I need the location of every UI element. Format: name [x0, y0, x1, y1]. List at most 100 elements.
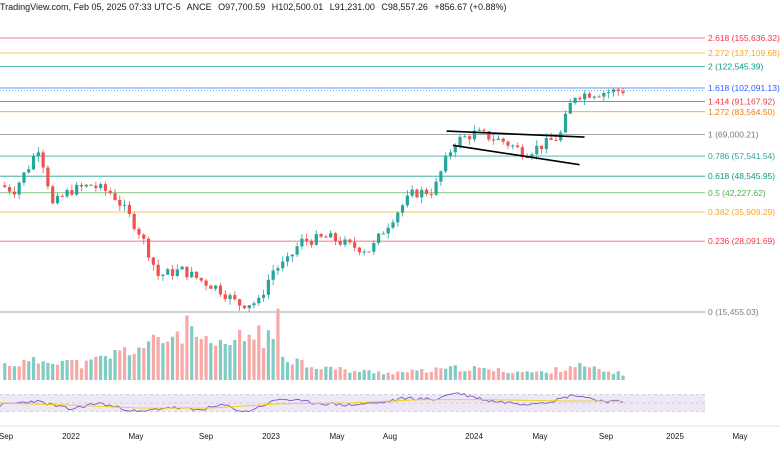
candle-body: [238, 299, 242, 306]
candle-body: [329, 233, 333, 238]
volume-bar: [103, 356, 108, 380]
candle-body: [281, 261, 285, 269]
volume-bar: [573, 367, 577, 380]
volume-bar: [487, 369, 491, 380]
candle-body: [525, 157, 529, 159]
volume-bar: [535, 371, 539, 380]
volume-bar: [515, 371, 520, 380]
candle-body: [573, 97, 577, 103]
volume-bar: [36, 363, 40, 380]
volume-bar: [578, 362, 582, 380]
candle-body: [468, 136, 472, 140]
fib-label-1.414: 1.414 (91,167.92): [708, 96, 775, 106]
candle-body: [51, 186, 55, 204]
x-tick-label: Sep: [599, 432, 614, 441]
volume-bar: [343, 369, 347, 380]
candle-body: [400, 205, 405, 213]
volume-bar: [501, 371, 505, 380]
volume-bar: [372, 373, 376, 380]
volume-bar: [94, 356, 98, 380]
candle-body: [84, 184, 88, 187]
volume-bar: [367, 370, 371, 380]
volume-bar: [295, 358, 299, 380]
volume-bar: [333, 369, 338, 380]
candle-body: [271, 270, 275, 280]
volume-bar: [324, 366, 328, 380]
candle-body: [99, 184, 103, 188]
volume-bar: [156, 336, 160, 380]
candle-body: [549, 138, 553, 140]
volume-bar: [266, 330, 270, 380]
x-tick-label: May: [128, 432, 143, 441]
volume-bar: [166, 341, 170, 380]
x-tick-label: May: [532, 432, 547, 441]
volume-bar: [204, 335, 208, 380]
candle-body: [233, 295, 237, 300]
candle-body: [204, 280, 208, 286]
exchange-label: ANCE: [186, 2, 212, 12]
volume-bar: [290, 364, 294, 380]
volume-bar: [89, 359, 93, 380]
candle-body: [333, 233, 338, 242]
volume-bar: [12, 366, 16, 380]
volume-bar: [530, 372, 534, 380]
volume-bar: [285, 362, 290, 380]
candle-body: [448, 152, 453, 157]
volume-bar: [22, 359, 26, 380]
volume-bar: [405, 372, 409, 380]
candle-body: [65, 190, 69, 197]
volume-bar: [305, 367, 309, 380]
change-value: +856.67 (+0.88%): [434, 2, 507, 12]
volume-bar: [511, 373, 515, 380]
close-value: C98,557.26: [381, 2, 428, 12]
candle-body: [554, 139, 558, 141]
volume-bar: [242, 341, 247, 380]
high-value: H102,500.01: [271, 2, 324, 12]
volume-bar: [180, 343, 184, 380]
volume-bar: [410, 369, 414, 380]
x-tick-label: Sep: [199, 432, 214, 441]
fib-label-0.618: 0.618 (48,545.95): [708, 171, 775, 181]
volume-bar: [568, 366, 572, 380]
candle-body: [175, 269, 179, 276]
volume-bar: [209, 343, 213, 380]
x-tick-label: May: [329, 432, 344, 441]
volume-bar: [17, 366, 21, 380]
open-value: O97,700.59: [218, 2, 266, 12]
candle-body: [314, 234, 318, 245]
candle-body: [539, 145, 544, 150]
fib-label-2.272: 2.272 (137,109.68): [708, 48, 780, 58]
fib-label-0.786: 0.786 (57,541.54): [708, 151, 775, 161]
volume-bar: [170, 336, 175, 380]
candle-body: [60, 195, 64, 197]
candle-body: [607, 92, 611, 94]
candle-body: [151, 257, 155, 265]
volume-bar: [79, 368, 84, 380]
volume-bar: [415, 370, 419, 380]
x-tick-label: 2024: [465, 432, 483, 441]
candle-body: [458, 136, 462, 146]
candle-body: [209, 285, 213, 289]
volume-bar: [300, 359, 304, 380]
candle-body: [429, 194, 433, 196]
candle-body: [218, 285, 223, 295]
candle-body: [611, 89, 616, 93]
volume-bar: [55, 364, 60, 380]
volume-bar: [468, 370, 472, 380]
volume-bar: [314, 368, 318, 380]
volume-bar: [544, 372, 548, 380]
volume-bar: [309, 367, 314, 380]
candle-body: [535, 145, 539, 155]
candle-body: [444, 156, 448, 172]
volume-bar: [118, 350, 122, 380]
candle-body: [386, 227, 390, 234]
rsi-ma-line: [0, 399, 624, 409]
candle-body: [7, 187, 12, 192]
flag-upper-line: [446, 130, 585, 138]
candle-body: [506, 141, 510, 146]
candle-body: [353, 242, 357, 248]
candle-body: [132, 213, 136, 230]
volume-bar: [161, 343, 165, 380]
candle-body: [285, 256, 290, 262]
